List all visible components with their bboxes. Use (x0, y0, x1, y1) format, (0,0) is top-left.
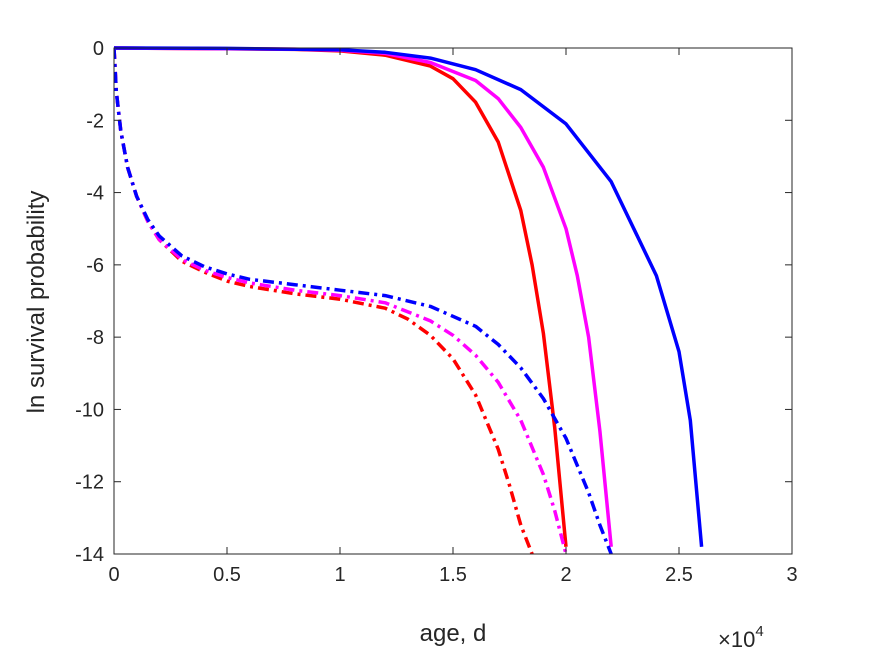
ticks-layer: 0 0.5 1 1.5 2 2.5 3 0 -2 -4 -6 -8 -10 -12 -14 (75, 38, 797, 586)
series-line-6 (114, 47, 613, 555)
y-tick-label: -12 (75, 472, 104, 494)
x-tick-label: 2.5 (665, 564, 693, 586)
x-tick-label: 0.5 (213, 564, 241, 586)
y-axis-label: ln survival probability (23, 191, 50, 414)
x-exponent-base: ×10 (718, 627, 755, 652)
x-tick-label: 1.5 (439, 564, 467, 586)
y-tick-label: 0 (93, 38, 104, 60)
x-tick-label: 1 (334, 564, 345, 586)
y-tick-label: -6 (86, 255, 104, 277)
x-axis-label: age, d (420, 620, 487, 647)
y-tick-label: -4 (86, 183, 104, 205)
x-tick-label: 2 (560, 564, 571, 586)
y-tick-label: -2 (86, 110, 104, 132)
x-tick-label: 0 (108, 564, 119, 586)
x-axis-exponent: ×104 (718, 623, 764, 652)
y-tick-label: -14 (75, 544, 104, 566)
y-tick-label: -8 (86, 327, 104, 349)
y-tick-label: -10 (75, 399, 104, 421)
series-line-5 (114, 47, 568, 555)
x-tick-label: 3 (786, 564, 797, 586)
x-exponent-power: 4 (755, 623, 763, 640)
